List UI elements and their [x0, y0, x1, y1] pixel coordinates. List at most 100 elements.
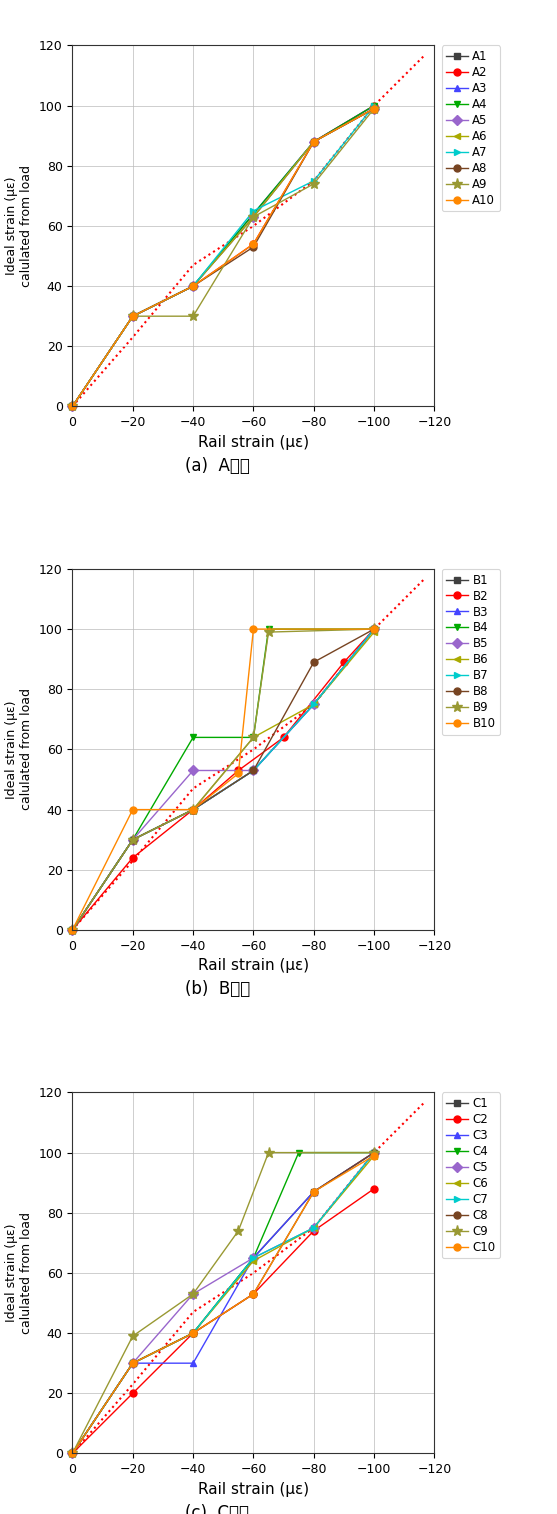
B10: [235, 765, 242, 783]
Line: C8: C8: [69, 1149, 378, 1456]
Line: A7: A7: [69, 101, 378, 410]
A2: [310, 133, 317, 151]
A1: [69, 397, 76, 415]
Line: B8: B8: [69, 625, 378, 934]
Line: A6: A6: [69, 104, 378, 410]
A7: [250, 201, 257, 220]
A7: [310, 171, 317, 189]
Line: A9: A9: [67, 103, 380, 412]
C7: [250, 1249, 257, 1267]
B2: [190, 801, 197, 819]
C8: [129, 1354, 136, 1372]
A6: [310, 133, 317, 151]
C4: [190, 1325, 197, 1343]
C2: [310, 1222, 317, 1240]
C10: [129, 1354, 136, 1372]
Line: C9: C9: [67, 1148, 380, 1459]
Line: C1: C1: [69, 1149, 378, 1456]
C1: [371, 1143, 378, 1161]
A10: [190, 277, 197, 295]
B10: [129, 801, 136, 819]
C10: [69, 1444, 76, 1463]
B3: [371, 621, 378, 639]
B7: [129, 831, 136, 849]
A3: [129, 307, 136, 326]
A3: [250, 204, 257, 223]
B7: [310, 695, 317, 713]
A8: [190, 277, 197, 295]
A1: [129, 307, 136, 326]
C7: [69, 1444, 76, 1463]
A3: [371, 97, 378, 115]
C4: [250, 1249, 257, 1267]
Text: (a)  A단면: (a) A단면: [185, 457, 250, 475]
B3: [190, 801, 197, 819]
Line: B5: B5: [69, 625, 378, 934]
C10: [310, 1182, 317, 1201]
A1: [190, 277, 197, 295]
C6: [129, 1354, 136, 1372]
B5: [129, 831, 136, 849]
C10: [250, 1285, 257, 1304]
C5: [250, 1249, 257, 1267]
C3: [310, 1182, 317, 1201]
B5: [310, 695, 317, 713]
C6: [250, 1252, 257, 1270]
A6: [371, 100, 378, 118]
Line: B1: B1: [69, 625, 378, 934]
A2: [129, 307, 136, 326]
C3: [190, 1354, 197, 1372]
Line: B2: B2: [69, 625, 378, 934]
C8: [190, 1325, 197, 1343]
C9: [265, 1143, 272, 1161]
B7: [190, 801, 197, 819]
C2: [129, 1384, 136, 1402]
B6: [371, 624, 378, 642]
C3: [371, 1143, 378, 1161]
A2: [371, 97, 378, 115]
Line: B9: B9: [67, 624, 380, 936]
A5: [310, 133, 317, 151]
A7: [129, 307, 136, 326]
Line: B7: B7: [69, 625, 378, 934]
A3: [190, 277, 197, 295]
B1: [69, 921, 76, 939]
C1: [250, 1249, 257, 1267]
B3: [250, 762, 257, 780]
Line: A8: A8: [69, 104, 378, 410]
X-axis label: Rail strain (με): Rail strain (με): [198, 958, 309, 974]
B4: [129, 831, 136, 849]
C2: [250, 1285, 257, 1304]
A4: [250, 204, 257, 223]
B10: [69, 921, 76, 939]
A4: [190, 277, 197, 295]
Line: C7: C7: [69, 1149, 378, 1456]
B4: [190, 728, 197, 746]
A7: [371, 97, 378, 115]
A4: [371, 97, 378, 115]
B9: [265, 624, 272, 642]
Y-axis label: Ideal strain (με)
calulated from load: Ideal strain (με) calulated from load: [5, 689, 33, 810]
B8: [69, 921, 76, 939]
A9: [190, 307, 197, 326]
B10: [371, 621, 378, 639]
B2: [129, 849, 136, 868]
Line: C5: C5: [69, 1149, 378, 1456]
B2: [280, 728, 287, 746]
A2: [250, 235, 257, 253]
C5: [190, 1285, 197, 1304]
B9: [69, 921, 76, 939]
C9: [371, 1143, 378, 1161]
A5: [371, 100, 378, 118]
A8: [371, 100, 378, 118]
C3: [129, 1354, 136, 1372]
A1: [250, 207, 257, 226]
Legend: C1, C2, C3, C4, C5, C6, C7, C8, C9, C10: C1, C2, C3, C4, C5, C6, C7, C8, C9, C10: [442, 1093, 500, 1258]
B8: [250, 762, 257, 780]
A1: [310, 133, 317, 151]
A9: [129, 307, 136, 326]
B2: [235, 762, 242, 780]
C1: [190, 1325, 197, 1343]
Text: (c)  C단면: (c) C단면: [185, 1503, 249, 1514]
Line: A5: A5: [69, 104, 378, 410]
